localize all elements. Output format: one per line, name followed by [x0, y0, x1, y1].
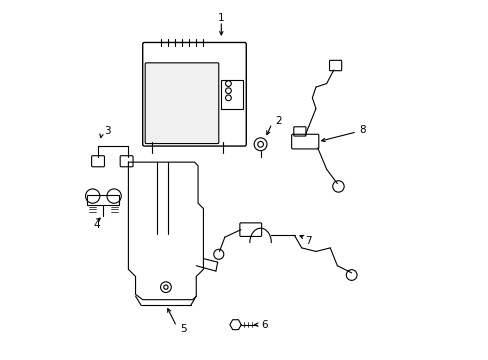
- Text: 7: 7: [305, 237, 311, 247]
- Bar: [221, 80, 242, 109]
- Text: 8: 8: [358, 125, 365, 135]
- Text: 5: 5: [180, 324, 187, 334]
- Bar: [87, 195, 119, 205]
- Text: 1: 1: [218, 13, 224, 23]
- Text: 2: 2: [275, 116, 281, 126]
- Text: 6: 6: [260, 320, 267, 330]
- FancyBboxPatch shape: [145, 63, 218, 144]
- Text: 4: 4: [93, 220, 100, 230]
- Text: 3: 3: [103, 126, 110, 136]
